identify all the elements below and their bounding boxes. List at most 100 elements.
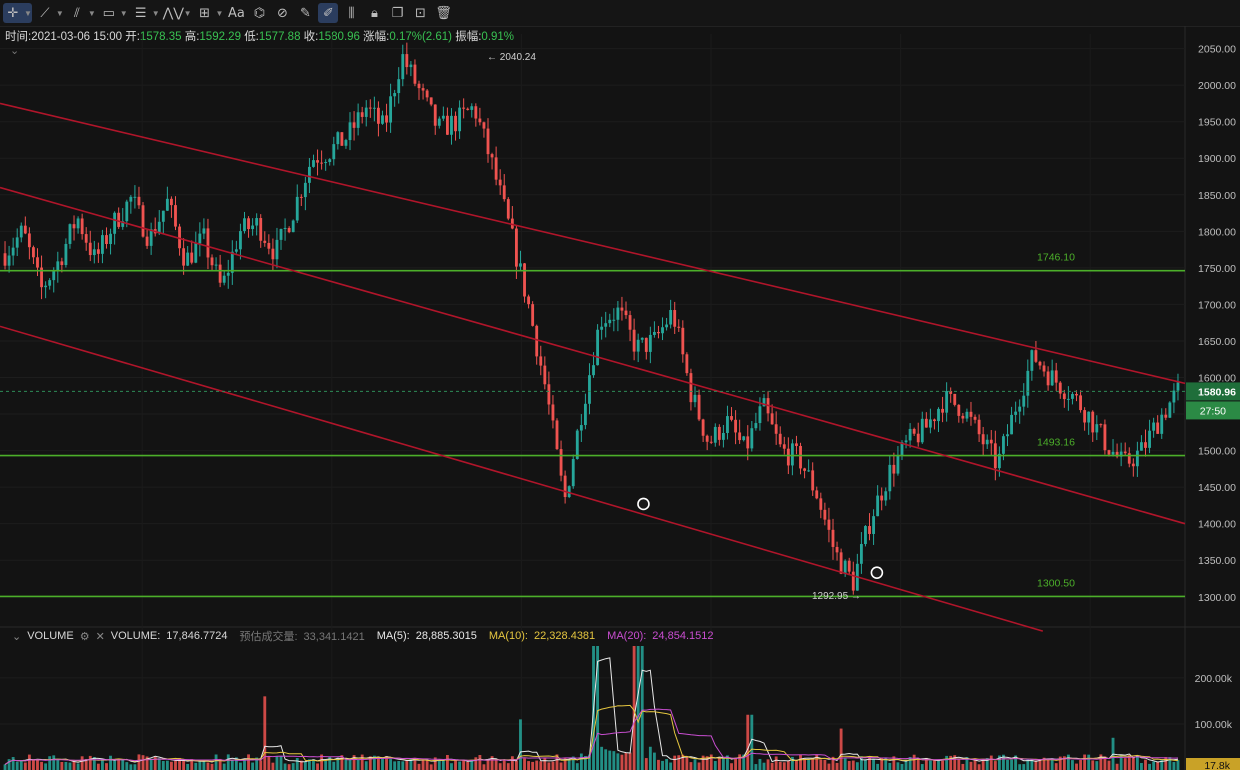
candle bbox=[774, 424, 778, 434]
volume-bar bbox=[291, 763, 295, 770]
pattern-tool[interactable]: ⋀⋁ ▼ bbox=[163, 3, 192, 23]
volume-bar bbox=[579, 753, 583, 770]
candle bbox=[259, 218, 263, 241]
fibonacci-tool[interactable]: ☰ ▼ bbox=[131, 3, 160, 23]
candle bbox=[15, 237, 19, 248]
volume-bar bbox=[519, 719, 522, 770]
volume-bar bbox=[681, 754, 685, 770]
candle bbox=[872, 516, 875, 534]
delete-tool[interactable]: 🗑︎ bbox=[433, 3, 453, 23]
candle bbox=[214, 264, 218, 266]
volume-bar bbox=[1107, 760, 1111, 770]
volume-bar bbox=[839, 728, 843, 770]
candle bbox=[758, 406, 762, 424]
candle bbox=[27, 233, 31, 248]
candle bbox=[803, 468, 806, 471]
volume-bar bbox=[993, 761, 997, 770]
collapse-volume-icon[interactable]: ⌄ bbox=[12, 630, 22, 643]
candle bbox=[425, 90, 429, 98]
volume-bar bbox=[275, 756, 279, 770]
candle bbox=[531, 304, 535, 326]
crosshair-tool[interactable]: ✛ ▼ bbox=[3, 3, 32, 23]
volume-bar bbox=[583, 756, 587, 770]
settings-icon[interactable]: ⚙ bbox=[79, 630, 90, 643]
volume-bar bbox=[1022, 764, 1026, 770]
volume-bar bbox=[661, 760, 664, 770]
candle bbox=[689, 373, 693, 403]
eraser-tool[interactable]: ⊘ bbox=[272, 3, 292, 23]
volume-bar bbox=[1115, 763, 1119, 770]
volume-bar bbox=[7, 759, 11, 770]
candle bbox=[352, 122, 356, 128]
candle bbox=[502, 185, 506, 200]
volume-bar bbox=[234, 757, 238, 770]
volume-bar bbox=[575, 763, 579, 770]
ma5-line bbox=[4, 657, 1179, 765]
volume-bar bbox=[758, 758, 762, 770]
volume-bar bbox=[786, 761, 790, 770]
ma10-line bbox=[4, 704, 1179, 765]
collapse-chevron-icon[interactable]: ⌄ bbox=[10, 45, 20, 57]
close-icon[interactable]: ✕ bbox=[95, 630, 105, 643]
measure-icon: ⊞ bbox=[199, 5, 210, 21]
volume-bar bbox=[239, 762, 242, 770]
candle bbox=[92, 249, 96, 256]
volume-bar bbox=[689, 762, 693, 770]
magnet-icon: ⌬ bbox=[253, 5, 266, 21]
volume-bar bbox=[344, 759, 348, 770]
candle bbox=[596, 329, 600, 366]
volume-bar bbox=[657, 759, 660, 770]
volume-bar bbox=[40, 761, 43, 770]
trend-line-icon: ⟋ bbox=[40, 5, 50, 21]
candle bbox=[1014, 411, 1018, 415]
volume-bar bbox=[1030, 758, 1034, 770]
candle bbox=[1148, 430, 1151, 448]
candle bbox=[279, 228, 283, 240]
volume-bar bbox=[531, 761, 535, 770]
candle bbox=[129, 196, 133, 202]
volume-bar bbox=[648, 746, 652, 770]
volume-value: VOLUME: 17,846.7724 bbox=[110, 630, 228, 642]
volume-bar bbox=[827, 763, 831, 770]
volume-bar bbox=[989, 755, 993, 770]
measure-tool[interactable]: ⊞ ▼ bbox=[195, 3, 223, 23]
candle bbox=[1079, 395, 1082, 411]
candle bbox=[510, 218, 514, 229]
candle bbox=[924, 418, 928, 428]
high-value: 1592.29 bbox=[199, 31, 241, 43]
candle bbox=[178, 226, 181, 249]
volume-bar bbox=[409, 758, 413, 770]
text-tool[interactable]: Aa bbox=[226, 3, 246, 23]
candle bbox=[1010, 414, 1013, 435]
ruler-tool[interactable]: ✎ bbox=[295, 3, 315, 23]
volume-bar bbox=[969, 761, 973, 770]
countdown-value: 27:50 bbox=[1200, 405, 1226, 417]
draw-mode-tool[interactable]: ✐ bbox=[318, 3, 339, 23]
candle bbox=[360, 112, 364, 117]
volume-bar bbox=[360, 754, 364, 770]
volume-bar bbox=[174, 760, 177, 770]
candle bbox=[920, 418, 924, 443]
candle bbox=[989, 439, 993, 444]
candle bbox=[705, 435, 709, 442]
copy-tool[interactable]: ❐ bbox=[387, 3, 407, 23]
volume-bar bbox=[799, 754, 802, 770]
candle bbox=[969, 411, 973, 417]
visibility-tool[interactable]: ⫼ bbox=[341, 3, 361, 23]
magnet-tool[interactable]: ⌬ bbox=[249, 3, 269, 23]
multi-line-tool[interactable]: ⫽ ▼ bbox=[67, 3, 96, 23]
rectangle-tool[interactable]: ▭ ▼ bbox=[99, 3, 128, 23]
trend-line-tool[interactable]: ⟋ ▼ bbox=[35, 3, 63, 23]
lock-tool[interactable]: 🔒︎ bbox=[364, 3, 384, 23]
candle bbox=[1087, 411, 1091, 423]
candle bbox=[498, 179, 502, 186]
candle bbox=[251, 225, 255, 230]
candle bbox=[348, 122, 352, 141]
candle bbox=[243, 218, 246, 232]
volume-bar bbox=[563, 757, 567, 770]
screenshot-tool[interactable]: ⊡ bbox=[410, 3, 430, 23]
candle bbox=[372, 107, 376, 109]
candle bbox=[226, 272, 230, 276]
channel-line bbox=[0, 325, 1044, 632]
